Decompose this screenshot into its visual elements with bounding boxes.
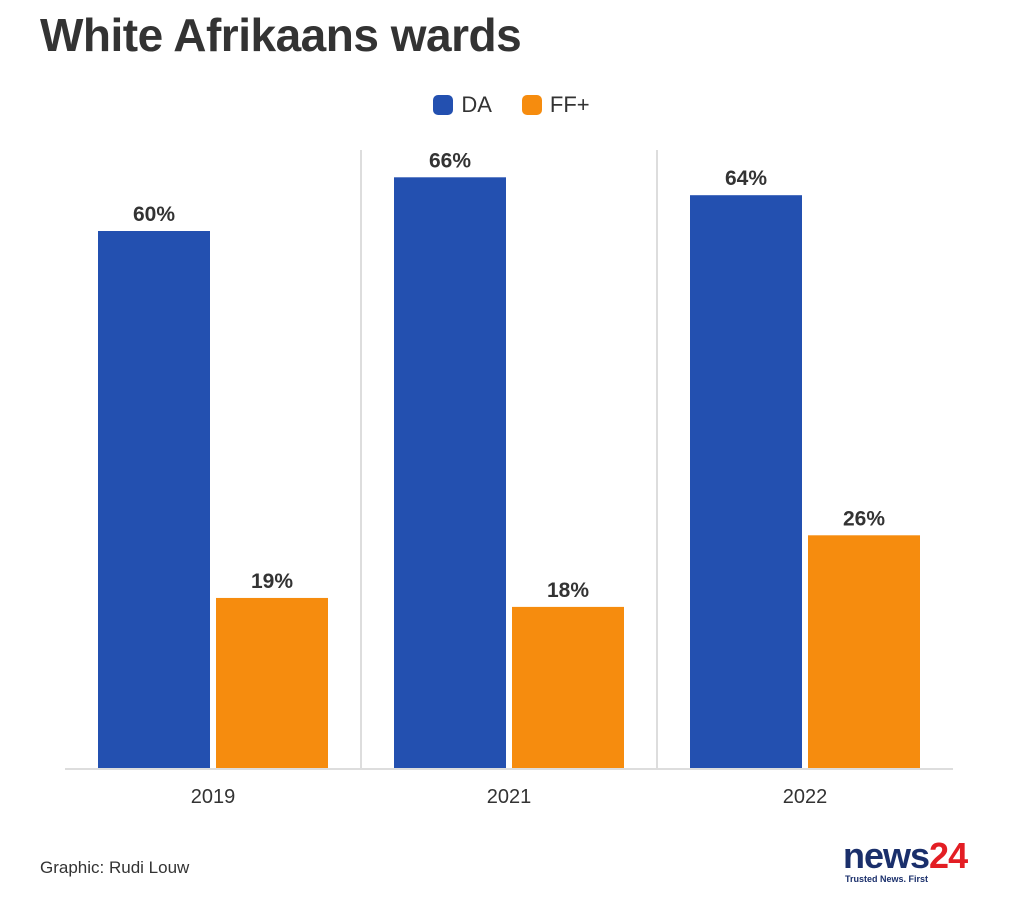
logo-wordmark: news24 xyxy=(843,838,983,874)
chart-title: White Afrikaans wards xyxy=(40,9,522,61)
logo-number-text: 24 xyxy=(929,835,968,876)
legend-swatch-ff xyxy=(521,95,542,115)
data-label: 60% xyxy=(133,203,175,226)
bar-da-2021[interactable] xyxy=(394,177,506,769)
x-tick-label: 2022 xyxy=(783,786,828,808)
logo-news-text: news xyxy=(843,835,930,876)
data-label: 66% xyxy=(429,149,471,172)
data-label: 64% xyxy=(725,167,767,190)
x-tick-label: 2019 xyxy=(191,786,236,808)
data-label: 19% xyxy=(251,570,293,593)
legend-swatch-da xyxy=(433,95,454,115)
data-label: 18% xyxy=(547,579,589,602)
legend: DA FF+ xyxy=(0,92,1023,118)
bar-ff-2019[interactable] xyxy=(216,597,328,768)
bar-da-2019[interactable] xyxy=(98,231,210,768)
data-label: 26% xyxy=(843,507,885,530)
bar-ff-2022[interactable] xyxy=(808,535,920,768)
x-tick-label: 2021 xyxy=(487,786,532,808)
legend-item-ff[interactable]: FF+ xyxy=(521,92,590,118)
bar-ff-2021[interactable] xyxy=(512,606,624,768)
legend-label-ff: FF+ xyxy=(549,92,590,117)
news24-logo[interactable]: news24 Trusted News. First xyxy=(843,838,983,885)
legend-label-da: DA xyxy=(461,92,492,117)
bar-da-2022[interactable] xyxy=(690,195,802,768)
legend-item-da[interactable]: DA xyxy=(433,92,492,118)
graphic-credit: Graphic: Rudi Louw xyxy=(40,858,190,877)
logo-tagline: Trusted News. First xyxy=(845,874,929,884)
bar-chart: 60% 19% 2019 66% 18% 2021 64% 26% 2022 xyxy=(65,149,953,808)
